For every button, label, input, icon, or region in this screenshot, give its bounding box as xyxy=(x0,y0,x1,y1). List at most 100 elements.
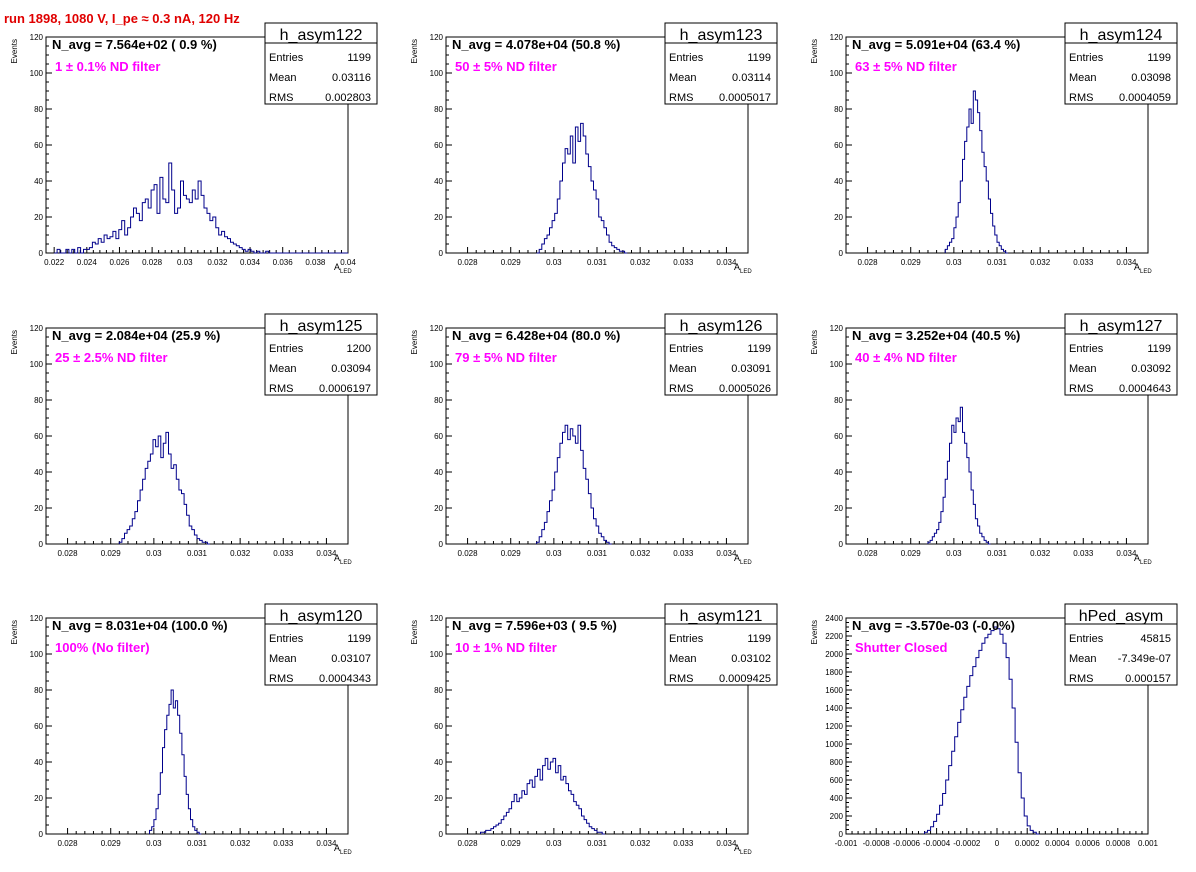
y-tick-label: 2400 xyxy=(825,614,843,623)
stats-label-entries: Entries xyxy=(669,52,704,64)
navg-label: N_avg = 2.084e+04 (25.9 %) xyxy=(52,328,220,343)
y-tick-label: 100 xyxy=(430,69,444,78)
y-tick-label: 80 xyxy=(34,396,43,405)
y-tick-label: 120 xyxy=(830,324,844,333)
y-axis-label: Events xyxy=(810,330,819,354)
y-tick-label: 1800 xyxy=(825,668,843,677)
stats-label-rms: RMS xyxy=(269,92,293,104)
x-tick-label: 0.03 xyxy=(546,839,562,848)
y-tick-label: 80 xyxy=(834,105,843,114)
y-tick-label: 100 xyxy=(30,360,44,369)
y-tick-label: 0 xyxy=(839,249,844,258)
filter-annotation: 79 ± 5% ND filter xyxy=(455,350,557,365)
histogram-line xyxy=(536,122,628,254)
y-tick-label: 20 xyxy=(434,213,443,222)
stats-box xyxy=(1064,313,1178,396)
y-tick-label: 60 xyxy=(434,432,443,441)
y-tick-label: 60 xyxy=(34,722,43,731)
stats-value-mean: 0.03091 xyxy=(731,363,771,375)
stats-value-entries: 1199 xyxy=(747,633,771,645)
stats-label-rms: RMS xyxy=(269,383,293,395)
filter-annotation: 25 ± 2.5% ND filter xyxy=(55,350,168,365)
stats-value-mean: 0.03114 xyxy=(732,72,771,84)
y-tick-label: 0 xyxy=(39,830,44,839)
stats-label-entries: Entries xyxy=(269,52,304,64)
y-axis-label: Events xyxy=(10,620,19,644)
histogram-name: h_asym123 xyxy=(680,27,763,44)
histogram-panel-h_asym123: 0 20 40 60 80 100 120 0.028 0.029 0.03 0.031 0.032 0… xyxy=(410,22,778,275)
x-tick-label: 0.028 xyxy=(142,258,163,267)
histogram-name: h_asym122 xyxy=(280,27,363,44)
x-tick-label: 0.028 xyxy=(58,549,79,558)
y-tick-label: 600 xyxy=(830,776,844,785)
histogram-name: h_asym121 xyxy=(680,608,763,625)
stats-value-rms: 0.0004643 xyxy=(1119,383,1171,395)
y-tick-label: 2000 xyxy=(825,650,843,659)
x-tick-label: 0.036 xyxy=(273,258,294,267)
y-tick-label: 1200 xyxy=(825,722,843,731)
x-tick-label: 0.032 xyxy=(1030,258,1051,267)
stats-label-rms: RMS xyxy=(669,673,693,685)
x-axis-label: ALED xyxy=(734,262,752,275)
y-tick-label: 2200 xyxy=(825,632,843,641)
stats-label-mean: Mean xyxy=(669,653,697,665)
stats-label-mean: Mean xyxy=(1069,363,1097,375)
x-tick-label: 0.031 xyxy=(587,258,608,267)
histogram-panel-h_asym126: 0 20 40 60 80 100 120 0.028 0.029 0.03 0.031 0.032 0… xyxy=(410,313,778,566)
x-tick-label: 0.029 xyxy=(501,258,522,267)
filter-annotation: 40 ± 4% ND filter xyxy=(855,350,957,365)
navg-label: N_avg = 8.031e+04 (100.0 %) xyxy=(52,618,228,633)
x-tick-label: 0.03 xyxy=(146,839,162,848)
x-tick-label: 0.03 xyxy=(177,258,193,267)
x-tick-label: 0.03 xyxy=(946,258,962,267)
stats-value-rms: 0.0005026 xyxy=(719,383,771,395)
x-tick-label: 0.038 xyxy=(305,258,326,267)
run-title: run 1898, 1080 V, I_pe ≈ 0.3 nA, 120 Hz xyxy=(4,11,240,26)
x-tick-label: 0.033 xyxy=(673,549,694,558)
histogram-line xyxy=(54,162,348,254)
x-tick-label: 0.03 xyxy=(146,549,162,558)
y-tick-label: 120 xyxy=(30,33,44,42)
y-tick-label: 60 xyxy=(434,141,443,150)
y-tick-label: 400 xyxy=(830,794,844,803)
y-tick-label: 100 xyxy=(430,360,444,369)
x-tick-label: 0.029 xyxy=(101,549,122,558)
y-axis-label: Events xyxy=(410,330,419,354)
filter-annotation: 1 ± 0.1% ND filter xyxy=(55,59,160,74)
y-tick-label: 60 xyxy=(34,432,43,441)
y-tick-label: 80 xyxy=(434,686,443,695)
y-tick-label: 120 xyxy=(830,33,844,42)
x-tick-label: 0.022 xyxy=(44,258,65,267)
x-axis-label: ALED xyxy=(1134,553,1152,566)
stats-label-mean: Mean xyxy=(669,363,697,375)
stats-label-rms: RMS xyxy=(669,92,693,104)
y-tick-label: 60 xyxy=(434,722,443,731)
y-axis-label: Events xyxy=(810,620,819,644)
x-tick-label: -0.0008 xyxy=(863,839,891,848)
stats-label-entries: Entries xyxy=(269,343,304,355)
y-tick-label: 20 xyxy=(434,504,443,513)
stats-label-entries: Entries xyxy=(269,633,304,645)
stats-value-rms: 0.0006197 xyxy=(319,383,371,395)
x-axis-label: ALED xyxy=(734,553,752,566)
x-tick-label: 0.03 xyxy=(546,549,562,558)
stats-label-rms: RMS xyxy=(1069,673,1093,685)
x-tick-label: -0.001 xyxy=(835,839,858,848)
x-tick-label: 0.032 xyxy=(630,839,651,848)
stats-value-entries: 1199 xyxy=(1147,343,1171,355)
stats-value-entries: 1199 xyxy=(347,52,371,64)
x-tick-label: -0.0002 xyxy=(953,839,981,848)
histogram-panel-h_asym124: 0 20 40 60 80 100 120 0.028 0.029 0.03 0.031 0.032 0… xyxy=(810,22,1178,275)
y-tick-label: 1400 xyxy=(825,704,843,713)
histogram-panel-h_asym121: 0 20 40 60 80 100 120 0.028 0.029 0.03 0.031 0.032 0… xyxy=(410,603,778,856)
x-tick-label: 0.032 xyxy=(630,258,651,267)
y-tick-label: 0 xyxy=(439,249,444,258)
y-tick-label: 80 xyxy=(434,105,443,114)
x-tick-label: -0.0004 xyxy=(923,839,951,848)
y-tick-label: 120 xyxy=(430,33,444,42)
stats-value-rms: 0.0009425 xyxy=(719,673,771,685)
x-tick-label: 0.029 xyxy=(101,839,122,848)
histogram-name: h_asym126 xyxy=(680,318,763,335)
x-tick-label: 0.029 xyxy=(501,839,522,848)
